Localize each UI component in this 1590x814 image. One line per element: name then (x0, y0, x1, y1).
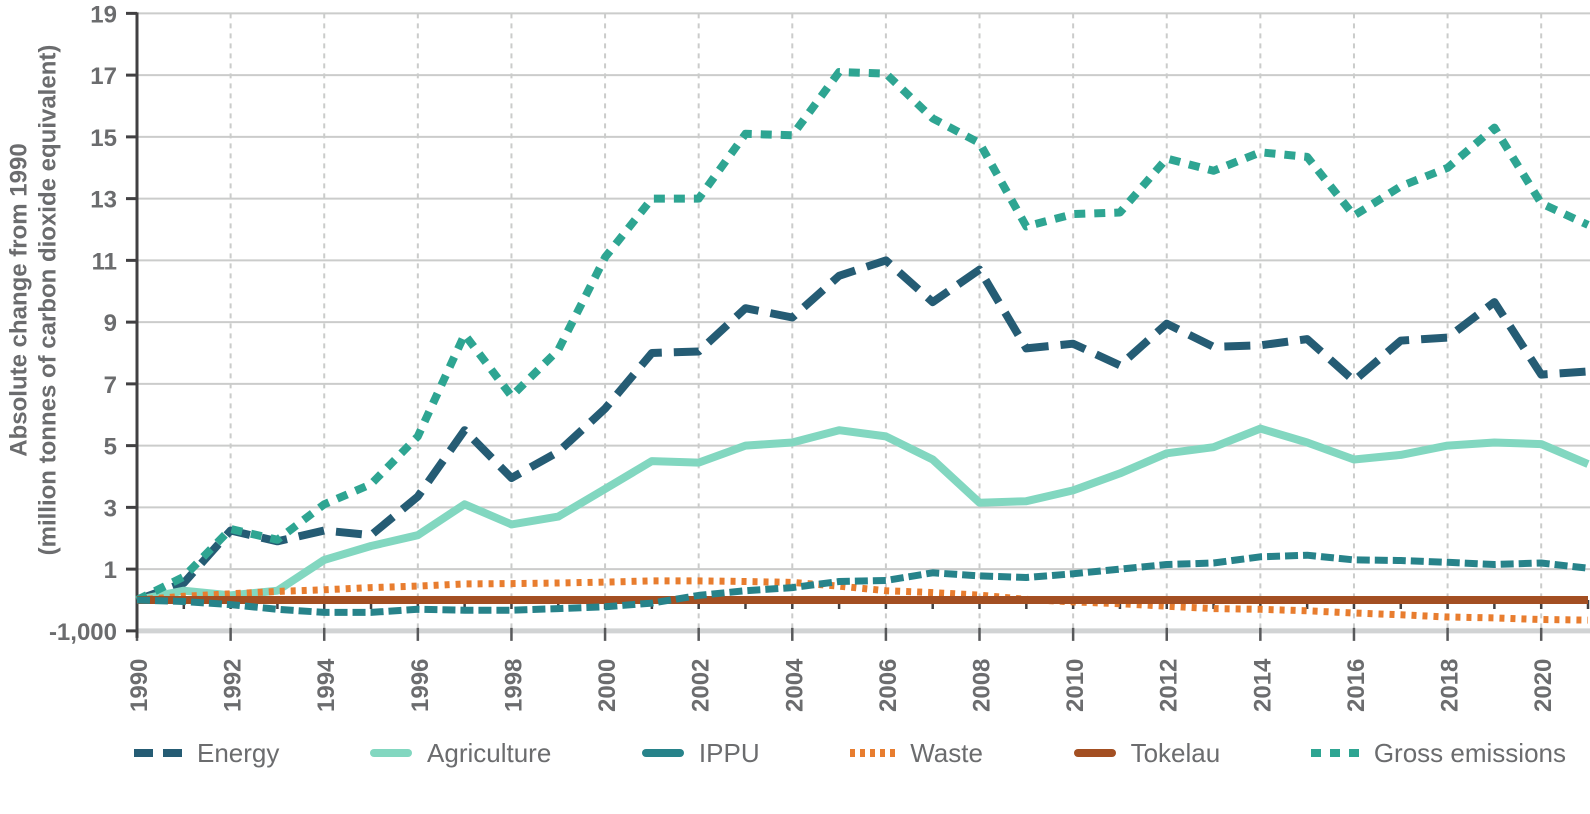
x-tick-label: 2020 (1530, 659, 1557, 712)
x-tick-label: 1992 (220, 659, 247, 712)
x-tick-label: 2008 (969, 659, 996, 712)
x-tick-label: 2006 (875, 659, 902, 712)
y-tick-label: 1 (104, 557, 117, 584)
x-tick-label: 2000 (594, 659, 621, 712)
x-tick-label: 2016 (1343, 659, 1370, 712)
y-tick-label: 17 (90, 63, 117, 90)
y-axis-title-line2: (million tonnes of carbon dioxide equiva… (35, 44, 62, 556)
legend-swatch-solid (370, 749, 413, 757)
chart-legend: Energy Agriculture IPPU Waste Tokelau Gross e… (134, 730, 1566, 776)
y-tick-label: 9 (104, 310, 117, 337)
legend-label: Gross emissions (1373, 737, 1566, 768)
series-line-agriculture (136, 424, 1590, 604)
y-tick-label: 7 (104, 372, 117, 399)
y-tick-label: 15 (90, 125, 117, 152)
x-tick-label: 2004 (781, 658, 808, 712)
legend-swatch-solid (1073, 749, 1116, 757)
legend-item-tokelau: Tokelau (1073, 737, 1221, 769)
series-line-waste (136, 577, 1589, 624)
y-axis-title: Absolute change from 1990 (million tonne… (5, 0, 64, 660)
series-line-ippu (136, 551, 1589, 616)
x-tick-label: 1998 (500, 659, 527, 712)
legend-swatch-dotted (850, 749, 896, 757)
legend-label: Energy (197, 737, 280, 768)
x-tick-label: 1996 (407, 659, 434, 712)
x-tick-label: 1990 (126, 659, 153, 712)
y-tick-label: -1,000 (49, 619, 117, 646)
legend-swatch-dashed (134, 749, 182, 757)
y-axis-title-line1: Absolute change from 1990 (5, 143, 33, 457)
y-tick-label: 11 (92, 248, 117, 275)
x-tick-label: 2002 (688, 659, 715, 712)
x-tick-label: 2014 (1249, 658, 1276, 712)
series-line-gross-emissions (135, 68, 1590, 604)
legend-item-gross-emissions: Gross emissions (1310, 737, 1566, 769)
x-tick-label: 2018 (1437, 659, 1464, 712)
legend-item-waste: Waste (850, 738, 983, 769)
x-tick-label: 1994 (313, 658, 340, 712)
legend-label: Agriculture (427, 737, 552, 768)
x-tick-label: 2012 (1156, 659, 1183, 712)
legend-label: Tokelau (1130, 737, 1221, 768)
y-tick-label: 13 (90, 187, 117, 214)
legend-label: IPPU (698, 737, 760, 768)
legend-item-agriculture: Agriculture (370, 738, 551, 769)
legend-swatch-dotted-dash (1310, 749, 1359, 757)
y-tick-label: 5 (104, 434, 117, 461)
legend-swatch-dashed-short (641, 749, 684, 757)
legend-label: Waste (910, 737, 983, 768)
y-tick-label: 3 (104, 495, 117, 522)
legend-item-ippu: IPPU (641, 737, 760, 769)
x-tick-label: 2010 (1062, 659, 1089, 712)
y-tick-label: 19 (90, 1, 117, 28)
series-line-energy (135, 256, 1589, 604)
legend-item-energy: Energy (134, 738, 279, 769)
